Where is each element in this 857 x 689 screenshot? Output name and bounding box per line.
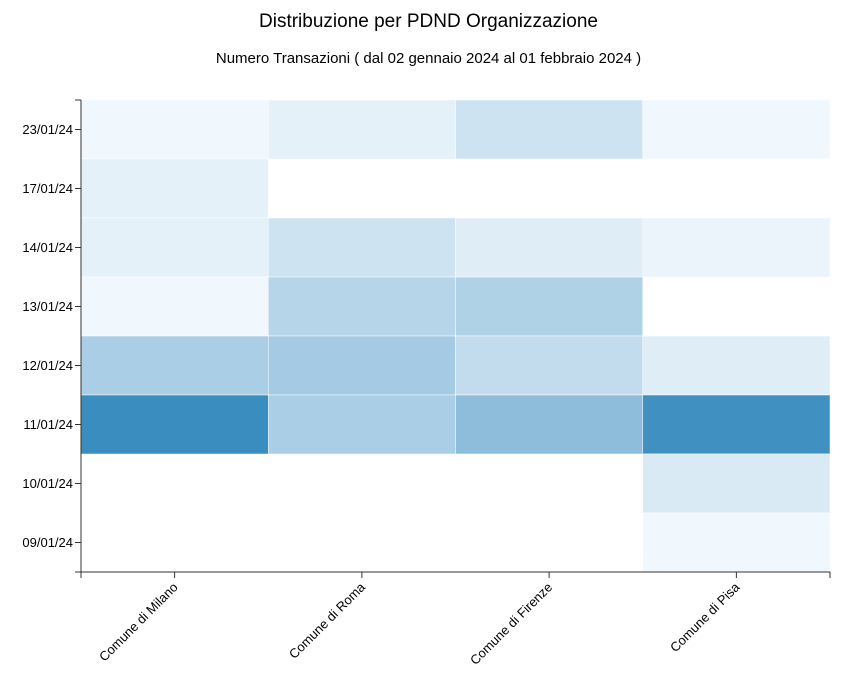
x-tick-label: Comune di Pisa <box>667 579 743 655</box>
y-tick-label: 09/01/24 <box>22 535 73 550</box>
heatmap-cell <box>268 394 456 455</box>
heatmap-cell <box>80 276 269 337</box>
heatmap-cell <box>455 394 643 455</box>
x-tick-label: Comune di Milano <box>96 580 181 665</box>
heatmap-cell <box>455 335 643 396</box>
chart-subtitle: Numero Transazioni ( dal 02 gennaio 2024… <box>215 50 642 67</box>
y-tick-label: 12/01/24 <box>22 358 73 373</box>
heatmap-cell <box>268 217 456 278</box>
heatmap-cell <box>455 276 643 337</box>
heatmap-cell <box>80 394 269 455</box>
heatmap-cell <box>268 99 456 160</box>
heatmap-cell <box>642 394 831 455</box>
x-tick-label: Comune di Firenze <box>467 580 555 668</box>
y-tick-label: 11/01/24 <box>23 417 73 432</box>
heatmap-cell <box>642 512 831 573</box>
heatmap-cell <box>642 99 831 160</box>
y-tick-label: 10/01/24 <box>22 476 73 491</box>
heatmap-cells <box>80 99 831 573</box>
heatmap-cell <box>268 335 456 396</box>
heatmap-cell <box>455 217 643 278</box>
y-tick-label: 17/01/24 <box>22 181 73 196</box>
heatmap-cell <box>455 99 643 160</box>
x-tick-label: Comune di Roma <box>286 579 369 662</box>
heatmap-cell <box>80 217 269 278</box>
heatmap-cell <box>80 99 269 160</box>
heatmap-cell <box>268 276 456 337</box>
heatmap-cell <box>642 217 831 278</box>
y-tick-label: 23/01/24 <box>22 122 73 137</box>
y-tick-label: 13/01/24 <box>22 299 73 314</box>
heatmap-cell <box>80 335 269 396</box>
heatmap-cell <box>642 335 831 396</box>
chart-title: Distribuzione per PDND Organizzazione <box>259 11 598 32</box>
heatmap-cell <box>80 158 269 219</box>
heatmap-cell <box>642 453 831 514</box>
y-tick-label: 14/01/24 <box>22 240 73 255</box>
